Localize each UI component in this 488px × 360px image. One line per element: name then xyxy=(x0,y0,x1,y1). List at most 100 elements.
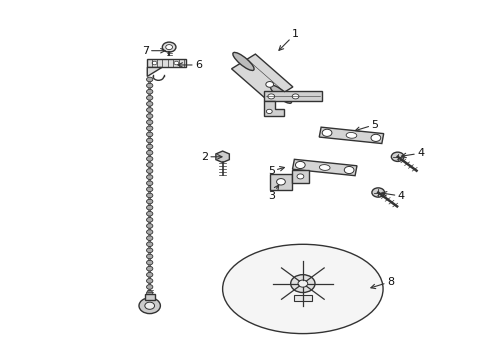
Polygon shape xyxy=(292,159,356,176)
Text: 4: 4 xyxy=(401,148,423,158)
Text: 8: 8 xyxy=(370,277,393,289)
Ellipse shape xyxy=(148,240,150,242)
Polygon shape xyxy=(147,59,186,67)
Circle shape xyxy=(146,248,153,253)
Circle shape xyxy=(146,77,153,82)
Circle shape xyxy=(146,163,153,167)
Circle shape xyxy=(146,285,153,289)
Text: 4: 4 xyxy=(382,191,404,201)
Ellipse shape xyxy=(148,271,150,273)
Circle shape xyxy=(174,61,179,65)
Circle shape xyxy=(370,134,380,141)
Circle shape xyxy=(146,138,153,143)
Circle shape xyxy=(267,94,274,99)
Circle shape xyxy=(295,161,305,168)
Ellipse shape xyxy=(148,216,150,218)
Circle shape xyxy=(146,132,153,137)
Text: 2: 2 xyxy=(201,152,222,162)
Circle shape xyxy=(152,61,157,65)
Polygon shape xyxy=(144,294,154,300)
Ellipse shape xyxy=(148,88,150,90)
Circle shape xyxy=(146,254,153,259)
Ellipse shape xyxy=(148,106,150,108)
Ellipse shape xyxy=(148,185,150,187)
Circle shape xyxy=(146,260,153,265)
Circle shape xyxy=(371,188,384,197)
Circle shape xyxy=(146,144,153,149)
Text: 3: 3 xyxy=(267,185,278,201)
Ellipse shape xyxy=(148,124,150,126)
Polygon shape xyxy=(293,296,311,301)
Polygon shape xyxy=(319,127,383,144)
Ellipse shape xyxy=(148,204,150,206)
Ellipse shape xyxy=(148,283,150,285)
Ellipse shape xyxy=(148,130,150,132)
Ellipse shape xyxy=(148,149,150,150)
Circle shape xyxy=(146,242,153,247)
Text: 6: 6 xyxy=(178,60,202,70)
Ellipse shape xyxy=(232,53,254,71)
Ellipse shape xyxy=(148,222,150,224)
Ellipse shape xyxy=(148,246,150,248)
Circle shape xyxy=(146,181,153,185)
Circle shape xyxy=(165,45,172,50)
Ellipse shape xyxy=(148,112,150,114)
Ellipse shape xyxy=(148,228,150,230)
Circle shape xyxy=(146,126,153,131)
Ellipse shape xyxy=(148,167,150,169)
Polygon shape xyxy=(215,151,229,162)
Polygon shape xyxy=(231,54,292,102)
Circle shape xyxy=(146,224,153,228)
Ellipse shape xyxy=(148,289,150,291)
Polygon shape xyxy=(270,174,291,190)
Circle shape xyxy=(146,114,153,118)
Circle shape xyxy=(266,109,272,113)
Ellipse shape xyxy=(148,82,150,84)
Circle shape xyxy=(146,193,153,198)
Ellipse shape xyxy=(148,118,150,120)
Circle shape xyxy=(146,169,153,173)
Circle shape xyxy=(146,279,153,283)
Circle shape xyxy=(146,108,153,112)
Ellipse shape xyxy=(148,252,150,254)
Circle shape xyxy=(291,94,298,99)
Ellipse shape xyxy=(148,265,150,266)
Circle shape xyxy=(146,83,153,88)
Polygon shape xyxy=(291,170,308,183)
Circle shape xyxy=(146,205,153,210)
Circle shape xyxy=(146,217,153,222)
Circle shape xyxy=(146,187,153,192)
Circle shape xyxy=(146,175,153,179)
Circle shape xyxy=(162,42,176,52)
Circle shape xyxy=(146,236,153,240)
Circle shape xyxy=(146,273,153,277)
Circle shape xyxy=(344,166,353,174)
Circle shape xyxy=(290,275,314,293)
Polygon shape xyxy=(264,102,284,116)
Ellipse shape xyxy=(148,179,150,181)
Ellipse shape xyxy=(148,192,150,193)
Ellipse shape xyxy=(148,277,150,279)
Circle shape xyxy=(322,129,331,136)
Circle shape xyxy=(390,152,403,161)
Circle shape xyxy=(146,266,153,271)
Circle shape xyxy=(276,179,285,185)
Ellipse shape xyxy=(222,244,382,334)
Text: 1: 1 xyxy=(278,28,299,50)
Text: 5: 5 xyxy=(355,120,378,131)
Circle shape xyxy=(146,199,153,204)
Ellipse shape xyxy=(148,94,150,96)
Ellipse shape xyxy=(148,136,150,138)
Ellipse shape xyxy=(148,173,150,175)
Polygon shape xyxy=(264,91,322,102)
Ellipse shape xyxy=(148,198,150,199)
Polygon shape xyxy=(147,67,162,76)
Circle shape xyxy=(144,302,154,309)
Ellipse shape xyxy=(148,161,150,163)
Text: 7: 7 xyxy=(142,46,165,56)
Circle shape xyxy=(146,157,153,161)
Circle shape xyxy=(146,89,153,94)
Ellipse shape xyxy=(148,234,150,236)
Ellipse shape xyxy=(270,85,291,103)
Text: 5: 5 xyxy=(267,166,284,176)
